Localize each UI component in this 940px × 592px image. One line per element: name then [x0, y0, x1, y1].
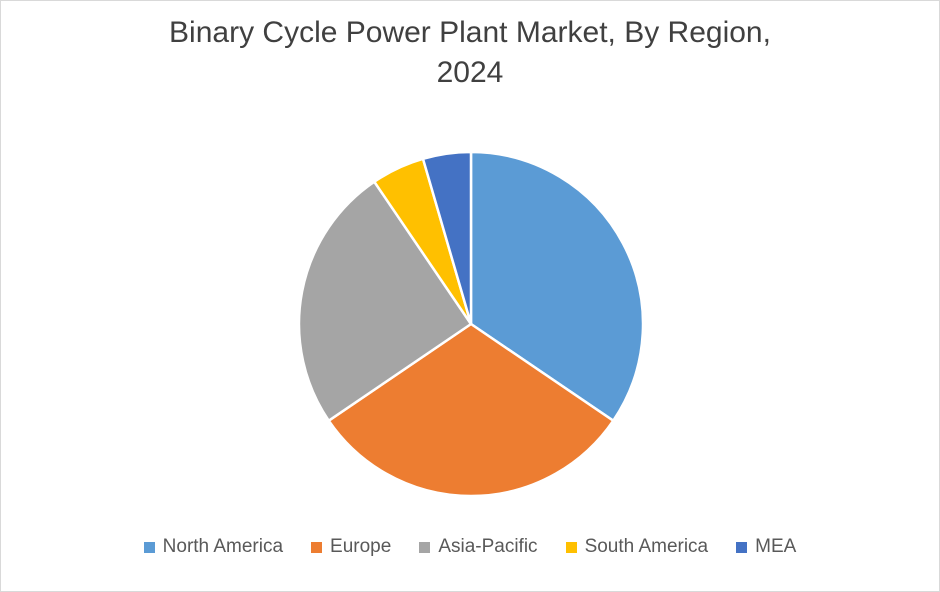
legend-item-mea: MEA	[736, 536, 796, 558]
chart-title: Binary Cycle Power Plant Market, By Regi…	[1, 13, 939, 93]
legend-swatch-south-america	[565, 541, 577, 553]
legend-label-north-america: North America	[162, 536, 284, 557]
legend: North America Europe Asia-Pacific South …	[1, 536, 939, 558]
legend-item-north-america: North America	[143, 536, 284, 558]
legend-swatch-mea	[736, 541, 748, 553]
chart-title-line-1: Binary Cycle Power Plant Market, By Regi…	[169, 16, 771, 49]
legend-item-south-america: South America	[565, 536, 709, 558]
legend-swatch-europe	[311, 541, 323, 553]
legend-item-europe: Europe	[311, 536, 391, 558]
legend-label-asia-pacific: Asia-Pacific	[438, 536, 538, 557]
legend-swatch-north-america	[143, 541, 155, 553]
chart-title-line-2: 2024	[436, 56, 504, 89]
legend-item-asia-pacific: Asia-Pacific	[419, 536, 538, 558]
legend-label-south-america: South America	[584, 536, 709, 557]
legend-label-europe: Europe	[330, 536, 392, 557]
pie-slice-asia-pacific	[297, 180, 473, 422]
legend-label-mea: MEA	[755, 536, 797, 557]
pie-slice-europe	[327, 322, 615, 498]
pie-chart	[297, 150, 645, 498]
pie-slice-mea	[421, 150, 473, 326]
pie-slice-north-america	[469, 150, 645, 422]
legend-swatch-asia-pacific	[419, 541, 431, 553]
